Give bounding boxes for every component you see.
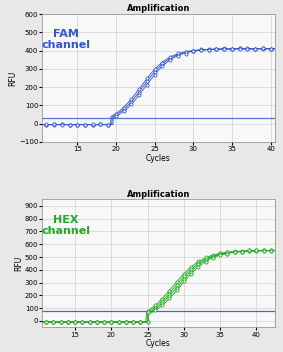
Y-axis label: RFU: RFU [8,70,18,86]
Title: Amplification: Amplification [127,4,190,13]
Title: Amplification: Amplification [127,190,190,199]
Y-axis label: RFU: RFU [14,256,23,271]
X-axis label: Cycles: Cycles [146,339,171,348]
X-axis label: Cycles: Cycles [146,153,171,163]
Text: HEX
channel: HEX channel [41,215,90,235]
Text: FAM
channel: FAM channel [41,30,90,50]
